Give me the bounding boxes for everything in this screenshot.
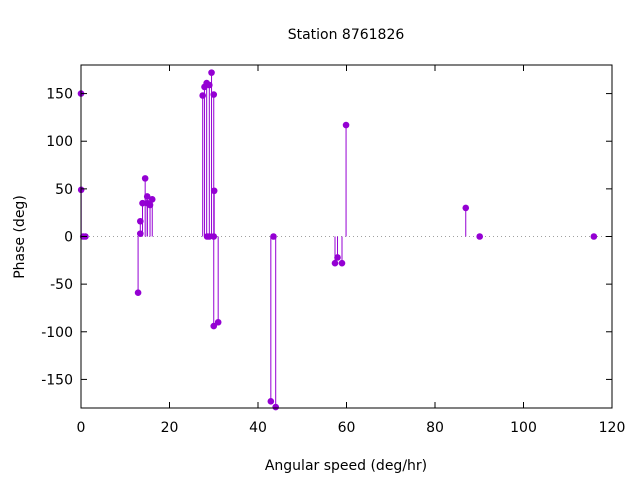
x-tick-label: 60 [338,420,356,436]
data-point [141,175,149,182]
y-axis-label: Phase (deg) [12,195,28,279]
y-tick-label: 50 [55,182,73,198]
x-tick-label: 100 [510,420,537,436]
data-point [342,121,350,129]
x-axis-ticks: 0 20 40 60 80 100 120 [77,65,626,436]
data-point [590,233,598,240]
data-point [210,91,218,98]
data-point [210,187,218,195]
data-point [270,233,277,240]
x-tick-label: 20 [161,420,179,436]
data-point [206,81,213,89]
chart-title: Station 8761826 [288,27,405,43]
x-tick-label: 40 [249,420,267,436]
x-axis-label: Angular speed (deg/hr) [265,458,427,474]
data-point [476,233,483,240]
data-point [462,204,470,212]
data-point [208,69,215,76]
data-point [136,230,144,237]
data-point [267,398,275,405]
data-point [136,217,144,225]
y-tick-label: 0 [64,230,73,246]
x-tick-label: 120 [599,420,626,436]
data-point [272,403,280,411]
data-point [338,259,346,267]
y-tick-label: -100 [41,325,73,341]
data-point [210,233,218,240]
data-point [210,322,218,330]
y-tick-label: -150 [41,372,73,388]
data-point [199,92,206,99]
data-point [148,196,156,203]
y-tick-label: 100 [46,134,73,150]
y-axis-ticks: -150 -100 -50 0 50 100 150 [41,87,612,388]
y-tick-label: 150 [46,87,73,103]
data-point [214,318,222,326]
data-point [143,193,151,200]
data-point [331,259,339,267]
data-point [146,201,154,209]
x-tick-label: 80 [426,420,444,436]
data-point [134,289,142,297]
data-point [139,199,146,207]
data-point [334,254,341,261]
y-tick-label: -50 [50,277,73,293]
x-tick-label: 0 [77,420,86,436]
point-layer [77,69,598,411]
